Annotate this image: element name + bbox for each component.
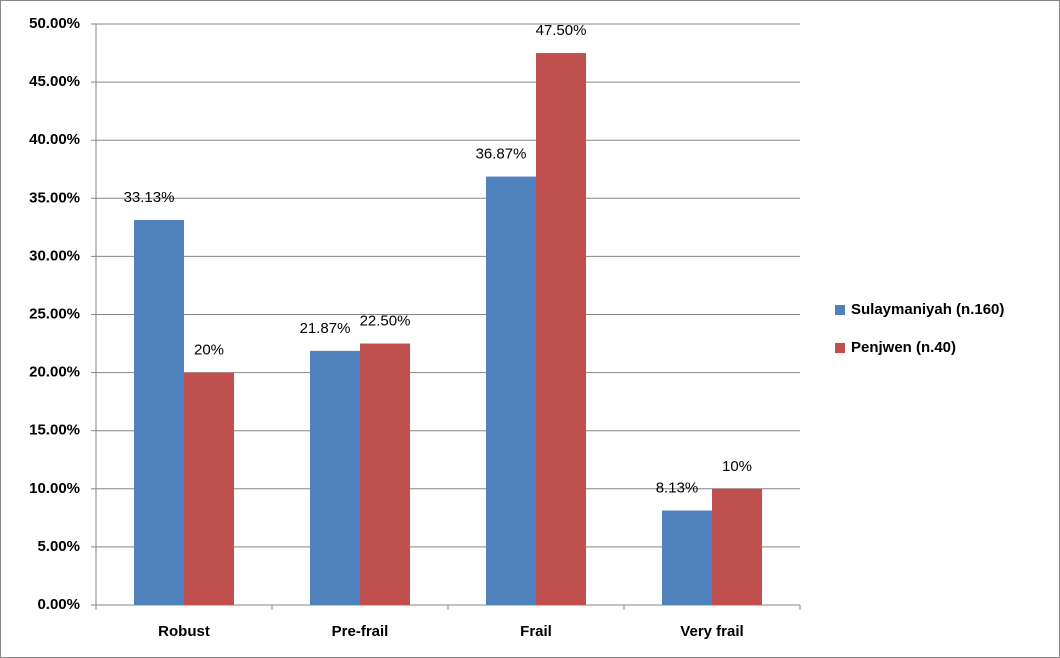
bar bbox=[134, 220, 184, 605]
y-tick-label: 20.00% bbox=[29, 364, 80, 381]
y-tick-label: 30.00% bbox=[29, 247, 80, 264]
legend-label: Penjwen (n.40) bbox=[851, 339, 956, 356]
x-tick-label: Very frail bbox=[680, 623, 743, 640]
x-tick-label: Robust bbox=[158, 623, 210, 640]
data-label: 33.13% bbox=[124, 189, 175, 206]
data-label: 47.50% bbox=[536, 22, 587, 39]
legend-swatch bbox=[835, 305, 845, 315]
data-label: 22.50% bbox=[360, 313, 411, 330]
bar bbox=[184, 372, 234, 605]
y-tick-label: 50.00% bbox=[29, 15, 80, 32]
y-tick-label: 40.00% bbox=[29, 131, 80, 148]
y-tick-label: 25.00% bbox=[29, 305, 80, 322]
bar bbox=[310, 350, 360, 605]
bar bbox=[536, 53, 586, 606]
data-label: 8.13% bbox=[656, 479, 699, 496]
data-label: 20% bbox=[194, 342, 224, 359]
y-tick-label: 10.00% bbox=[29, 480, 80, 497]
x-tick-label: Frail bbox=[520, 623, 552, 640]
y-tick-label: 45.00% bbox=[29, 73, 80, 90]
y-tick-label: 5.00% bbox=[37, 538, 80, 555]
y-tick-label: 35.00% bbox=[29, 189, 80, 206]
y-tick-label: 15.00% bbox=[29, 422, 80, 439]
data-label: 36.87% bbox=[476, 146, 527, 163]
data-label: 21.87% bbox=[300, 320, 351, 337]
bar bbox=[486, 176, 536, 605]
legend-swatch bbox=[835, 343, 845, 353]
bar bbox=[662, 510, 712, 605]
y-tick-label: 0.00% bbox=[37, 596, 80, 613]
data-label: 10% bbox=[722, 458, 752, 475]
bar bbox=[712, 488, 762, 605]
bar bbox=[360, 343, 410, 605]
x-tick-label: Pre-frail bbox=[332, 623, 389, 640]
legend-label: Sulaymaniyah (n.160) bbox=[851, 301, 1004, 318]
